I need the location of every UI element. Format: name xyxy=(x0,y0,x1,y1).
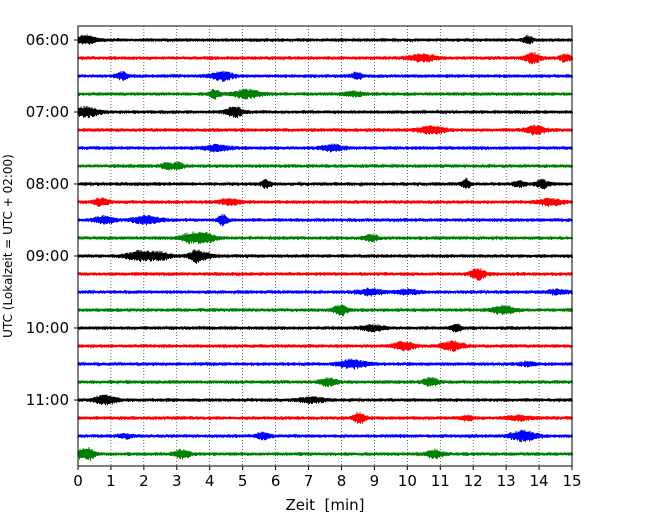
x-tick-label: 8 xyxy=(337,472,347,490)
trace-0630 xyxy=(77,70,573,82)
x-tick-label: 15 xyxy=(562,472,581,490)
trace-1000 xyxy=(77,323,573,333)
trace-0845 xyxy=(77,231,573,245)
x-tick-label: 2 xyxy=(139,472,149,490)
x-tick-label: 6 xyxy=(271,472,281,490)
trace-1130 xyxy=(77,429,573,443)
x-tick-label: 0 xyxy=(73,472,83,490)
x-tick-label: 4 xyxy=(205,472,215,490)
trace-0715 xyxy=(77,124,573,136)
trace-0645 xyxy=(77,88,573,100)
trace-layer xyxy=(77,34,573,461)
y-axis-label: UTC (Lokalzeit = UTC + 02:00) xyxy=(1,154,15,338)
y-tick-label: 06:00 xyxy=(26,31,69,49)
trace-1145 xyxy=(77,447,573,461)
trace-1045 xyxy=(77,377,573,388)
y-tick-label: 10:00 xyxy=(26,319,69,337)
trace-0915 xyxy=(77,267,573,281)
y-tick-label: 11:00 xyxy=(26,391,69,409)
trace-1030 xyxy=(77,358,573,370)
trace-0930 xyxy=(77,287,573,297)
trace-0600 xyxy=(77,34,573,45)
plot-frame xyxy=(77,25,573,467)
x-tick-label: 5 xyxy=(238,472,248,490)
trace-1015 xyxy=(77,340,573,352)
trace-0800 xyxy=(77,177,573,190)
trace-0745 xyxy=(77,161,573,171)
trace-0830 xyxy=(77,213,573,227)
x-tick-label: 10 xyxy=(398,472,417,490)
x-tick-label: 12 xyxy=(464,472,483,490)
x-tick-label: 14 xyxy=(530,472,549,490)
y-tick-label: 08:00 xyxy=(26,175,69,193)
trace-0815 xyxy=(77,197,573,207)
trace-1100 xyxy=(77,394,573,406)
y-tick-label: 09:00 xyxy=(26,247,69,265)
x-tick-label: 13 xyxy=(497,472,516,490)
trace-0730 xyxy=(77,143,573,153)
grid-layer xyxy=(110,26,540,466)
x-tick-label: 9 xyxy=(370,472,380,490)
x-tick-label: 3 xyxy=(172,472,182,490)
x-tick-label: 1 xyxy=(106,472,116,490)
x-axis-ticks: 0 1 2 3 4 5 6 7 8 9 10 11 12 13 14 15 xyxy=(73,466,582,490)
x-tick-label: 11 xyxy=(431,472,450,490)
x-axis-label: Zeit [min] xyxy=(285,496,364,514)
trace-1115 xyxy=(77,411,573,424)
trace-0945 xyxy=(77,303,573,317)
trace-0615 xyxy=(77,51,573,65)
x-tick-label: 7 xyxy=(304,472,314,490)
trace-0900 xyxy=(77,249,573,264)
y-axis-ticks: 06:00 07:00 08:00 09:00 10:00 11:00 xyxy=(26,31,78,409)
y-tick-label: 07:00 xyxy=(26,103,69,121)
trace-0700 xyxy=(77,105,573,119)
